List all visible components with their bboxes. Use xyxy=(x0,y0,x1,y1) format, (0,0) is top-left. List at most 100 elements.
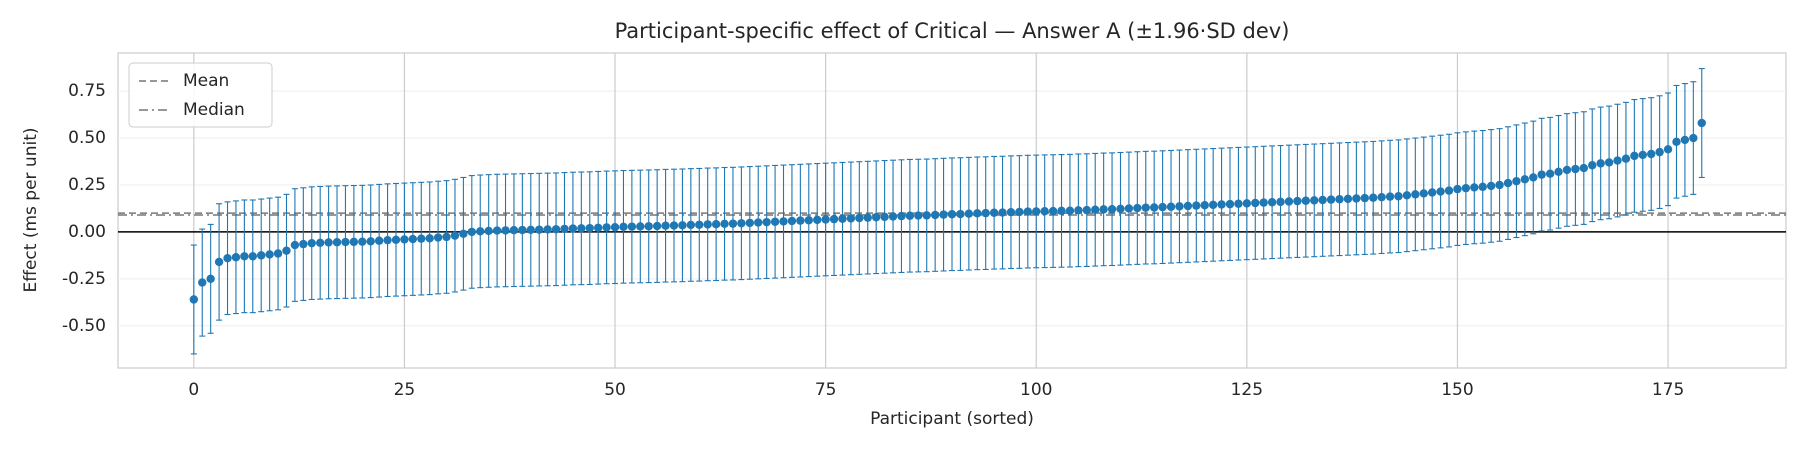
point xyxy=(1402,191,1412,200)
point xyxy=(1419,189,1428,198)
marks xyxy=(189,68,1706,355)
point xyxy=(273,249,283,258)
point xyxy=(652,221,662,231)
point xyxy=(1554,167,1563,177)
point xyxy=(1301,196,1311,205)
point xyxy=(1596,159,1605,168)
point xyxy=(947,210,957,219)
point xyxy=(703,220,712,229)
point xyxy=(1267,198,1277,207)
point xyxy=(829,214,839,224)
point xyxy=(1091,205,1100,214)
point xyxy=(610,223,620,232)
point xyxy=(644,222,653,231)
point xyxy=(1470,183,1479,192)
point xyxy=(1099,205,1108,214)
point xyxy=(745,218,755,228)
point xyxy=(1065,206,1075,215)
point xyxy=(602,223,611,232)
point xyxy=(341,237,350,247)
point xyxy=(1655,147,1664,157)
x-tick-label: 150 xyxy=(1441,380,1473,400)
point xyxy=(1461,183,1471,193)
x-tick-label: 75 xyxy=(815,380,837,400)
point xyxy=(1208,200,1218,210)
point xyxy=(1411,190,1420,199)
point xyxy=(467,227,477,237)
point xyxy=(290,240,300,250)
x-tick-label: 125 xyxy=(1231,380,1263,400)
x-tick-label: 100 xyxy=(1020,380,1052,400)
x-tick-label: 0 xyxy=(188,380,199,400)
point xyxy=(1166,202,1176,211)
point xyxy=(476,227,485,236)
point xyxy=(315,238,325,247)
point xyxy=(1293,196,1302,206)
point xyxy=(1149,203,1159,212)
point xyxy=(989,208,999,217)
point xyxy=(1562,165,1572,175)
point xyxy=(206,274,215,284)
point xyxy=(358,237,367,246)
point xyxy=(307,238,316,248)
point xyxy=(627,222,637,231)
point xyxy=(391,235,401,244)
point xyxy=(1124,204,1134,213)
point xyxy=(1444,186,1454,195)
point xyxy=(880,212,889,222)
legend-box xyxy=(128,62,273,128)
point xyxy=(383,235,392,245)
point xyxy=(1335,195,1344,204)
point xyxy=(299,239,308,249)
point xyxy=(1074,206,1083,215)
point xyxy=(711,220,721,229)
point xyxy=(374,236,384,245)
point xyxy=(686,220,696,230)
point xyxy=(1689,133,1698,143)
point xyxy=(543,225,552,234)
point xyxy=(1672,137,1681,146)
point xyxy=(1225,199,1235,209)
point xyxy=(981,208,990,218)
point xyxy=(1486,181,1496,191)
point xyxy=(1503,178,1513,188)
point xyxy=(1697,118,1706,128)
point xyxy=(1318,195,1327,205)
point xyxy=(669,221,679,230)
point xyxy=(1326,195,1336,204)
point xyxy=(265,250,274,259)
x-tick-label: 25 xyxy=(394,380,416,400)
point xyxy=(1369,193,1378,202)
point xyxy=(450,231,460,240)
point xyxy=(1284,197,1294,206)
point xyxy=(1495,180,1504,190)
legend-label: Median xyxy=(183,100,245,120)
point xyxy=(1192,201,1201,210)
x-tick-label: 175 xyxy=(1652,380,1684,400)
point xyxy=(459,229,468,238)
point xyxy=(1427,188,1437,197)
point xyxy=(1453,184,1462,194)
point xyxy=(922,211,931,220)
point xyxy=(1394,192,1403,201)
y-tick-label: 0.50 xyxy=(68,128,106,148)
point xyxy=(636,222,645,231)
point xyxy=(720,219,729,229)
point xyxy=(240,252,249,261)
point xyxy=(400,235,409,244)
point xyxy=(796,216,805,225)
point xyxy=(1234,199,1243,208)
point xyxy=(939,210,948,219)
point xyxy=(737,219,746,228)
point xyxy=(661,221,670,230)
point xyxy=(248,252,257,261)
x-tick-label: 50 xyxy=(604,380,626,400)
point xyxy=(577,224,586,233)
point xyxy=(1183,201,1193,211)
point xyxy=(1529,173,1538,182)
point xyxy=(408,234,418,244)
point xyxy=(1040,207,1049,216)
point xyxy=(754,218,763,227)
point xyxy=(619,222,628,232)
point xyxy=(1537,170,1546,179)
